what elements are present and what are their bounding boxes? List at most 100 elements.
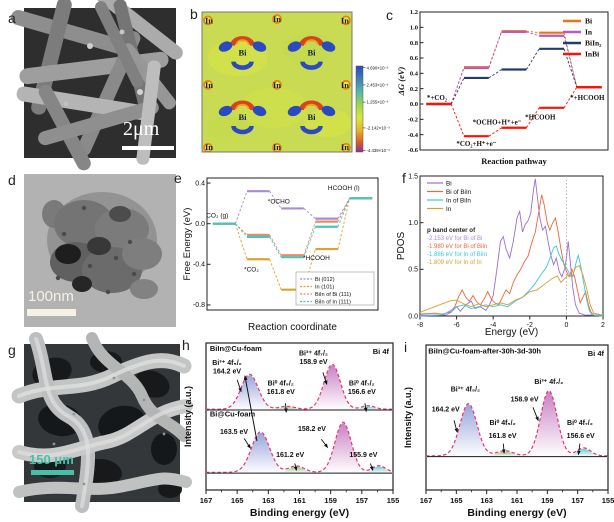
peak-label: Bi⁰ 4f₇/₂ [567, 419, 593, 427]
atom-label: In [205, 80, 213, 90]
x-axis-label: Reaction coordinate [248, 322, 337, 333]
x-tick-label: 161 [293, 496, 306, 505]
level-connector [488, 31, 503, 69]
colorbar-tick-label: 1.255×10⁻³ [367, 100, 389, 105]
charge-depletion-lobe [287, 41, 302, 52]
annotation: *+HCOOH [570, 94, 605, 102]
legend-label: In (101) [315, 285, 334, 291]
free-energy-chart-e: 0.4 0.0 -0.4 -0.8 CO₂ (g) *CO₂ *OCHO *HCOOH HCOO… [182, 177, 379, 333]
xps-peak [426, 404, 608, 457]
charge-depletion-lobe [218, 105, 233, 117]
charge-accumulation-arc [230, 100, 255, 111]
y-tick-label: 0.0 [408, 313, 418, 320]
charge-accumulation-arc [299, 100, 324, 111]
annotation-heading: p band center of [427, 227, 476, 234]
peak-label-line: Bi@Cu-foam [210, 410, 256, 419]
charge-arc-glow [235, 103, 250, 110]
level-connector [526, 30, 540, 34]
peak-label: 158.2 eV [298, 426, 326, 433]
level-connector [450, 67, 465, 105]
y-axis-label: PDOS [396, 232, 407, 261]
level-connector [303, 221, 316, 256]
level-connector [235, 223, 248, 236]
peak-label-line: Bi⁰ 4f₇/₂ [349, 380, 375, 388]
panel-letter-a: a [8, 10, 16, 26]
panel-letter-e: e [174, 170, 182, 186]
indium-site-ring [341, 79, 351, 90]
atom-label: Bi [238, 112, 247, 122]
fit-envelope [206, 421, 393, 473]
peak-label: Bi⁰ 4f₅/₂ 161.8 eV [267, 380, 295, 397]
label-arrow [322, 372, 328, 386]
pdos-curve [419, 264, 604, 316]
y-tick-label: 0.5 [408, 267, 418, 274]
charge-depletion-lobe [252, 105, 267, 117]
label-arrow [284, 403, 288, 413]
x-tick-label: -2 [527, 322, 533, 329]
y-tick-label: -0.8 [193, 302, 205, 309]
level-connector [488, 127, 502, 137]
y-tick-label: 0.4 [410, 71, 419, 78]
x-tick-label: 165 [450, 496, 463, 505]
x-axis-label: Reaction pathway [481, 156, 547, 166]
y-tick-label: 1.2 [410, 9, 418, 16]
label-arrow [502, 443, 506, 454]
legend-label: Bi (012) [315, 277, 335, 283]
y-tick-label: -0.4 [193, 262, 205, 269]
label-arrow [369, 463, 374, 472]
label-arrow [320, 439, 329, 449]
indium-site-ring [203, 15, 213, 26]
x-tick-label: 163 [480, 496, 493, 505]
atom-label: In [341, 142, 349, 152]
x-tick-label: 165 [231, 496, 244, 505]
x-axis-label: Binding energy (eV) [250, 507, 349, 519]
y-tick-label: 0.0 [195, 221, 205, 228]
annotation: *HCOOH [525, 113, 556, 121]
legend-label: In of BiIn [446, 197, 471, 204]
x-tick-label: -8 [417, 322, 423, 329]
corner-label: Bi 4f [588, 349, 605, 358]
atom-label: In [273, 14, 281, 24]
panel-letter-b: b [190, 6, 198, 22]
x-tick-label: 167 [200, 496, 213, 505]
y-tick-label: -0.4 [408, 132, 419, 139]
xps-peak [206, 423, 393, 474]
x-tick-label: 163 [262, 496, 275, 505]
shading-patch [206, 116, 250, 140]
peak-label-line: 164.2 eV [432, 407, 460, 414]
label-arrow [243, 438, 251, 449]
panel-letter-c: c [386, 7, 393, 23]
peak-label-line: Bi³⁺ 4f₇/₂ [534, 379, 563, 386]
colorbar-tick-label: -2.142×10⁻³ [367, 126, 391, 131]
peak-label-line: 155.9 eV [349, 452, 377, 459]
peak-label-line: Bi⁰ 4f₇/₂ [567, 419, 593, 427]
level-connector [526, 31, 540, 37]
annotation: *OCHO+H⁺+e⁻ [473, 119, 522, 127]
pband-annotation: -1.809 eV for In of In [427, 260, 482, 266]
cross-arrow [243, 375, 258, 442]
peak-label: 161.8 eV [489, 433, 517, 440]
x-axis-label: Energy (eV) [485, 327, 538, 338]
y-tick-label: -0.2 [408, 117, 418, 124]
atom-label: Bi [307, 48, 316, 58]
annotation: CO₂ (g) [206, 213, 228, 220]
label-arrow [293, 463, 298, 472]
label-arrow [577, 443, 581, 456]
peak-label: Bi⁰ 4f₇/₂ 156.6 eV [348, 380, 376, 397]
scale-label-d: 100nm [28, 288, 74, 305]
peak-label-line: 158.9 eV [511, 397, 539, 404]
x-tick-label: 161 [511, 496, 524, 505]
atom-label: In [205, 15, 213, 25]
scale-label-a: 2μm [123, 118, 160, 140]
scale-bar-d [27, 309, 76, 316]
level-connector [450, 77, 465, 105]
y-axis-label: Intensity (a.u.) [403, 387, 413, 448]
peak-label-line: 156.6 eV [567, 433, 595, 440]
level-connector [303, 226, 316, 258]
legend-label: Bi of BiIn [446, 189, 472, 196]
scale-bar-a [122, 146, 174, 150]
energy-series [212, 190, 373, 225]
x-tick-label: 157 [356, 496, 369, 505]
label-arrow [532, 407, 539, 422]
charge-depletion-arc [231, 125, 254, 135]
